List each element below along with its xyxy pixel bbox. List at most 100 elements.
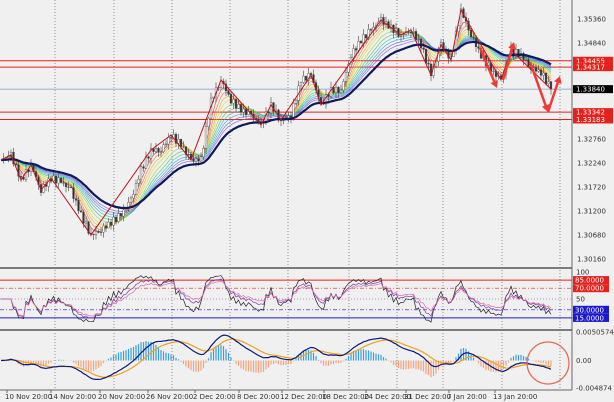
rsi-line: [1, 278, 552, 319]
time-tick-label: 12 Dec 20:00: [280, 393, 327, 401]
rsi-line: [1, 280, 552, 317]
candle-body: [357, 41, 360, 51]
arrow-shaft: [501, 48, 514, 81]
candle-body: [539, 69, 543, 76]
price-tick-label: 1.32760: [577, 135, 606, 143]
rsi-level-tag: [573, 284, 609, 293]
candle-body: [109, 221, 113, 226]
candle-body: [107, 221, 110, 229]
candle-body: [119, 213, 123, 217]
candle-body: [67, 186, 70, 188]
candle-body: [242, 108, 245, 113]
candle-body: [207, 117, 210, 127]
candle-body: [169, 137, 173, 139]
candle-body: [102, 225, 105, 233]
rsi-tick-label: 50: [576, 296, 585, 304]
candle-body: [84, 221, 88, 224]
arrow-head-icon: [490, 79, 498, 88]
candle-body: [127, 202, 130, 210]
candle-body: [129, 197, 133, 203]
candle-body: [344, 72, 348, 82]
price-tag-label: 1.33183: [576, 116, 605, 124]
rsi-level-tag: [573, 276, 609, 285]
candle-body: [542, 72, 545, 76]
candle-body: [359, 41, 363, 44]
rsi-level-tag: [573, 305, 609, 314]
candle-body: [112, 216, 115, 226]
candle-body: [427, 62, 430, 65]
arrow-shaft: [528, 61, 547, 106]
candle-body: [182, 146, 185, 148]
time-tick-label: 7 Jan 20:00: [447, 393, 487, 401]
candle-body: [69, 186, 73, 188]
time-tick-label: 2 Dec 20:00: [193, 393, 236, 401]
candle-body: [99, 231, 103, 233]
candle-body: [194, 158, 198, 162]
time-tick-label: 26 Nov 20:00: [146, 393, 193, 401]
candle-body: [114, 216, 118, 222]
rsi-level-tag: [573, 313, 609, 322]
candle-body: [97, 231, 100, 233]
time-tick-label: 20 Nov 20:00: [98, 393, 145, 401]
candle-body: [304, 75, 308, 81]
candle-body: [237, 104, 240, 109]
candle-body: [79, 210, 83, 213]
candle-body: [187, 154, 190, 156]
macd-tick-label: -0.004874: [576, 385, 612, 393]
candle-body: [104, 225, 108, 229]
candle-body: [522, 53, 525, 61]
macd-line: [0, 334, 552, 381]
candle-body: [234, 99, 238, 109]
candle-body: [92, 233, 95, 235]
candle-body: [137, 178, 140, 184]
candle-body: [167, 137, 170, 145]
macd-tick-label: 0.0050574: [576, 329, 614, 337]
candle-body: [199, 156, 203, 162]
price-tag-label: 1.33342: [576, 109, 605, 117]
candle-body: [537, 69, 540, 72]
candle-body: [64, 183, 68, 188]
candle-body: [162, 144, 165, 152]
candle-body: [549, 81, 553, 90]
candle-body: [469, 30, 473, 38]
price-tick-label: 1.32240: [577, 159, 606, 167]
candle-body: [417, 38, 420, 40]
candle-body: [424, 49, 428, 64]
time-tick-label: 10 Nov 20:00: [5, 393, 52, 401]
candle-body: [299, 82, 303, 87]
candle-body: [142, 166, 145, 169]
candle-body: [352, 48, 355, 58]
candle-body: [179, 139, 183, 147]
price-tag: [573, 56, 613, 65]
price-tick-label: 1.31720: [577, 183, 606, 191]
arrow-shaft: [478, 47, 496, 83]
candle-body: [57, 177, 60, 184]
candle-body: [414, 31, 418, 40]
rsi-level-label: 15.0000: [575, 314, 604, 322]
candle-body: [362, 34, 365, 44]
candle-body: [157, 148, 160, 152]
candle-body: [62, 182, 65, 184]
candle-body: [244, 108, 248, 116]
candle-body: [287, 115, 290, 119]
macd-signal-line: [0, 338, 552, 378]
candle-body: [524, 59, 528, 61]
candle-body: [492, 70, 495, 72]
candle-body: [77, 200, 80, 212]
candle-body: [227, 90, 230, 95]
candle-body: [159, 151, 163, 153]
candle-body: [59, 177, 63, 183]
time-tick-label: 8 Dec 20:00: [237, 393, 280, 401]
candle-body: [319, 97, 323, 103]
price-tick-label: 1.31200: [577, 207, 606, 215]
candle-body: [154, 148, 158, 152]
candle-body: [239, 104, 243, 113]
arrow-shaft: [546, 82, 559, 113]
candle-body: [412, 31, 415, 33]
candle-body: [477, 46, 480, 49]
price-tick-label: 1.30680: [577, 231, 606, 239]
price-tag: [573, 108, 613, 117]
candle-body: [337, 86, 340, 94]
